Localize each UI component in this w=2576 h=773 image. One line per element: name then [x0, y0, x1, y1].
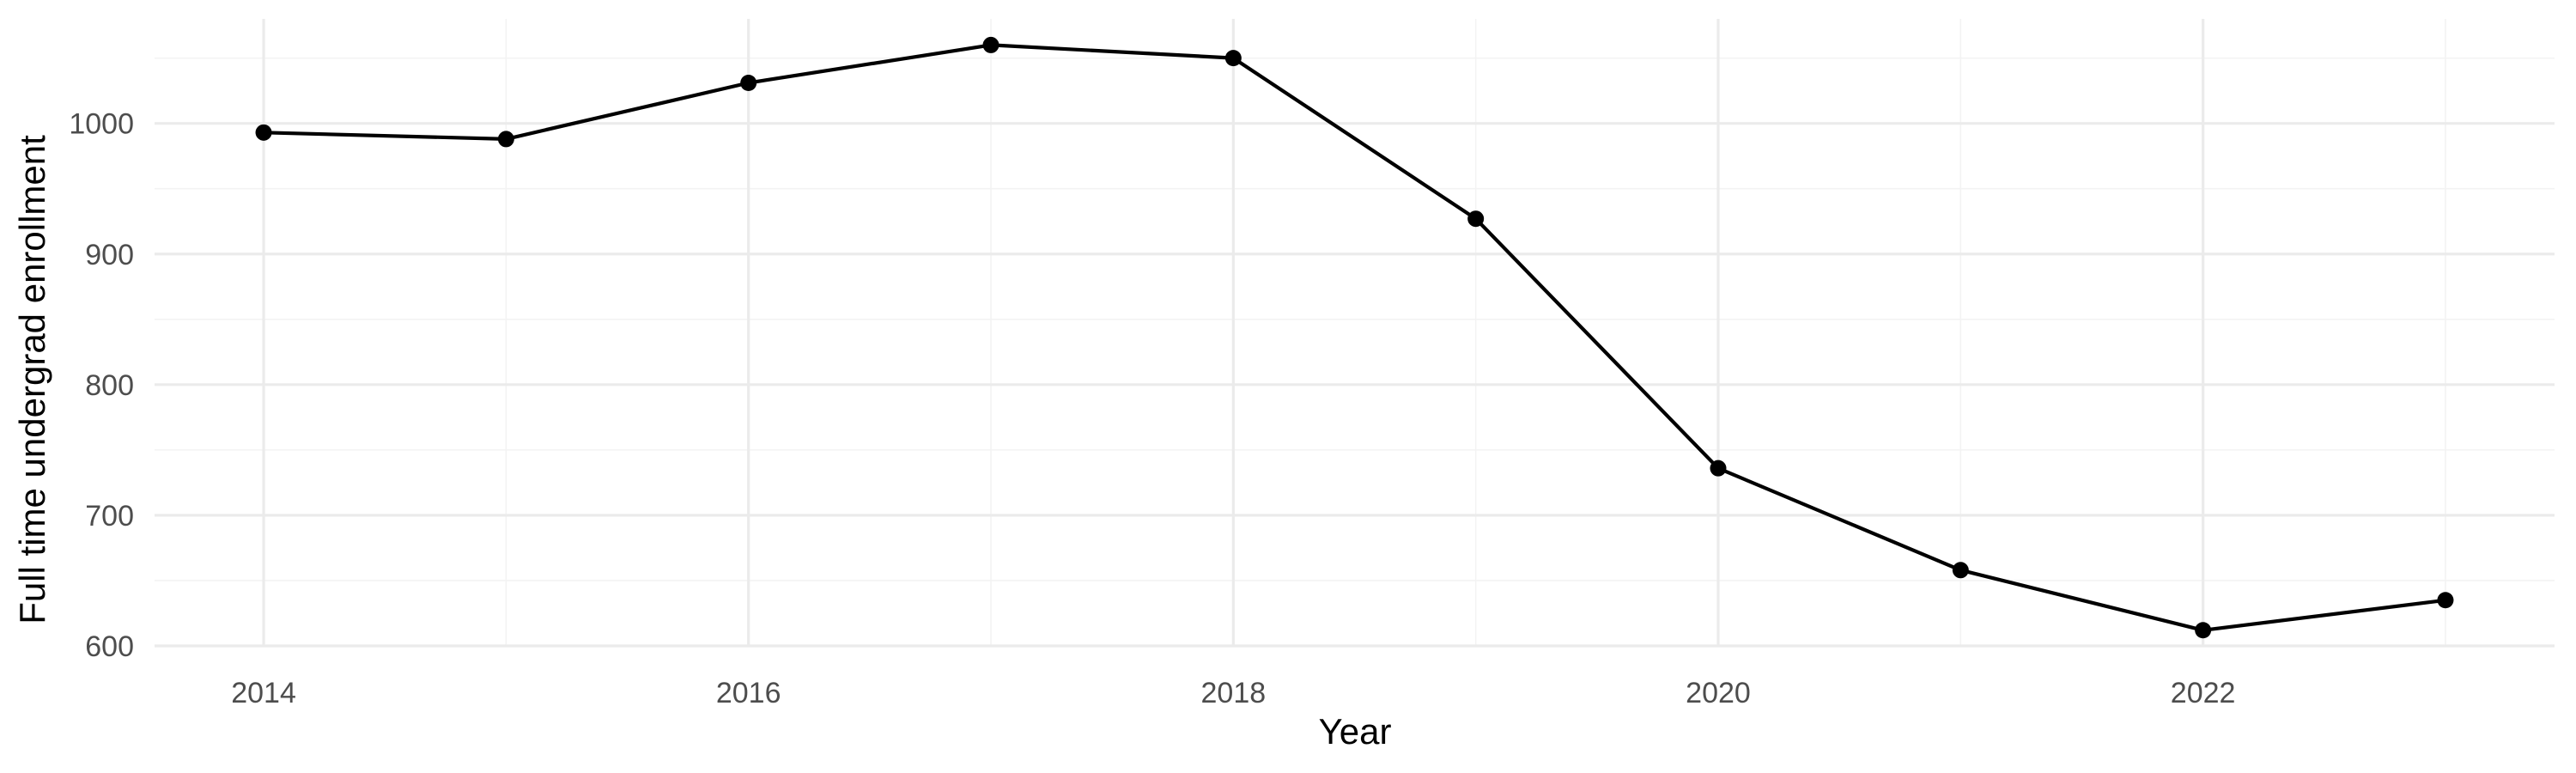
- x-tick-label: 2020: [1686, 677, 1751, 709]
- y-tick-label: 800: [85, 369, 134, 402]
- y-tick-label: 1000: [69, 108, 134, 141]
- y-tick-label: 600: [85, 630, 134, 663]
- x-tick-label: 2022: [2171, 677, 2236, 709]
- data-point: [1952, 562, 1969, 579]
- data-points: [255, 36, 2454, 639]
- data-point: [497, 131, 514, 148]
- major-gridlines: [155, 19, 2555, 648]
- x-tick-label: 2018: [1201, 677, 1267, 709]
- y-tick-label: 900: [85, 239, 134, 271]
- data-point: [1467, 210, 1485, 228]
- x-tick-label: 2014: [231, 677, 296, 709]
- data-point: [982, 36, 999, 53]
- series-line: [261, 43, 2448, 632]
- x-axis-ticks: 2014 2016 2018 2020 2022: [231, 677, 2235, 709]
- y-tick-label: 700: [85, 500, 134, 533]
- data-point: [740, 75, 757, 92]
- data-point: [2195, 622, 2212, 639]
- data-point: [2437, 592, 2454, 609]
- x-axis-title: Year: [1319, 711, 1392, 752]
- data-point: [1224, 50, 1242, 67]
- minor-gridlines: [155, 19, 2555, 646]
- data-point: [255, 124, 272, 141]
- y-axis-ticks: 600 700 800 900 1000: [69, 108, 134, 663]
- y-axis-title: Full time undergrad enrollment: [12, 135, 52, 624]
- series-layer: [261, 43, 2448, 632]
- data-point: [1710, 460, 1727, 477]
- x-tick-label: 2016: [716, 677, 781, 709]
